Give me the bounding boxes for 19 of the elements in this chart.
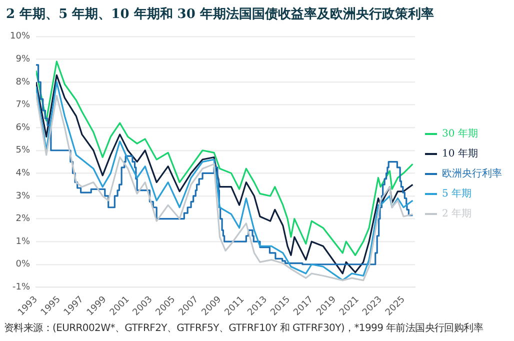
chart-title: 2 年期、5 年期、10 年期和 30 年期法国国债收益率及欧洲央行政策利率 [5, 6, 435, 24]
y-tick-label: 0% [16, 260, 30, 270]
y-tick-label: 7% [16, 100, 30, 110]
y-tick-label: 8% [16, 77, 30, 88]
y-tick-label: 2% [16, 214, 30, 224]
legend-label: 10 年期 [442, 148, 478, 160]
y-tick-label: 9% [16, 54, 30, 65]
legend-label: 2 年期 [442, 208, 472, 220]
y-tick-label: -1% [12, 282, 30, 293]
legend-label: 5 年期 [442, 188, 472, 200]
y-tick-label: 1% [16, 236, 30, 247]
y-tick-label: 6% [16, 122, 30, 133]
text: 资料来源：(EURR002W*、GTFRF2Y、GTFRF5Y、GTFRF10Y 和 GTFRF30Y)，*1999 年前法国央行回购利率 [3, 322, 484, 335]
y-tick-label: 4% [16, 168, 30, 179]
y-tick-label: 10% [10, 32, 30, 42]
y-tick-label: 3% [16, 191, 30, 202]
legend-label: 30 年期 [442, 128, 478, 140]
y-tick-label: 5% [16, 146, 30, 156]
legend-label: 欧洲央行利率 [442, 168, 502, 180]
